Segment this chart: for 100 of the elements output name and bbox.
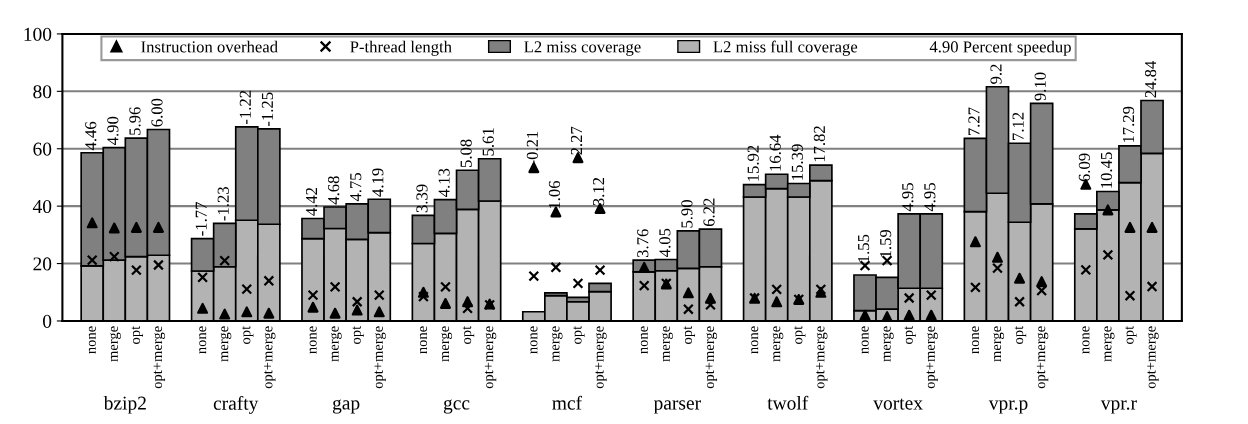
annotation: 1.06 — [548, 180, 561, 209]
text: twolf — [767, 395, 809, 410]
y-tick-label: 40 — [32, 199, 52, 214]
annotation: 15.39 — [791, 144, 804, 180]
annotation: 5.90 — [681, 200, 693, 228]
annotation: 24.84 — [1144, 60, 1157, 98]
y-tick-label: 0 — [43, 314, 52, 328]
x-tick-label: merge — [220, 326, 232, 362]
x-tick-label: none — [751, 326, 759, 354]
annotation: 4.46 — [85, 121, 97, 151]
x-tick-label: opt+merge — [374, 326, 386, 389]
x-tick-label: opt — [352, 325, 364, 344]
annotation: 16.64 — [769, 134, 781, 171]
annotation: 5.08 — [460, 139, 472, 167]
x-tick-label: merge — [331, 326, 342, 362]
annotation: 2.27 — [570, 126, 583, 155]
x-tick-label: opt — [683, 325, 695, 344]
text: gcc — [443, 399, 470, 414]
annotation: 4.75 — [350, 173, 362, 202]
annotation: 9.2 — [990, 64, 1002, 84]
annotation: 4.19 — [372, 168, 384, 197]
x-tick-label: opt+merge — [926, 326, 938, 389]
annotation: -1.22 — [239, 90, 252, 125]
annotation: 4.68 — [328, 176, 340, 205]
y-tick-label: 60 — [33, 142, 52, 156]
x-tick-label: opt+merge — [816, 326, 828, 389]
annotation: -1.23 — [217, 187, 229, 221]
annotation: 15.92 — [747, 145, 759, 181]
x-tick-label: opt+merge — [705, 326, 718, 389]
annotation: 7.12 — [1012, 112, 1024, 140]
text: gap — [332, 399, 360, 414]
annotation: 3.76 — [637, 229, 649, 258]
annotation: 4.95 — [902, 183, 914, 212]
x-tick-label: opt — [1125, 325, 1137, 344]
x-tick-label: opt — [904, 325, 916, 344]
x-tick-label: opt — [573, 325, 585, 344]
legend-label: Instruction overhead — [141, 40, 278, 53]
legend-label: L2 miss full coverage — [713, 40, 858, 56]
annotation: 17.82 — [813, 126, 826, 162]
annotation: -0.21 — [526, 131, 539, 165]
x-tick-label: none — [530, 326, 538, 354]
annotation: 10.45 — [1100, 152, 1113, 188]
x-tick-label: merge — [551, 326, 563, 362]
text: vpr.r — [1100, 400, 1137, 414]
text: vpr.p — [988, 400, 1028, 414]
x-tick-label: none — [309, 326, 317, 354]
legend-label: P-thread length — [350, 40, 452, 56]
annotation: 4.13 — [438, 168, 450, 197]
text: crafty — [213, 395, 259, 414]
x-tick-label: none — [420, 326, 428, 354]
annotation: 5.96 — [129, 107, 141, 135]
annotation: 4.90 — [107, 116, 119, 145]
x-tick-label: none — [199, 326, 207, 354]
annotation: 4.42 — [305, 187, 318, 216]
annotation: 4.05 — [659, 228, 671, 257]
x-tick-label: opt — [462, 325, 475, 344]
x-tick-label: opt+merge — [484, 326, 497, 389]
annotation: 17.29 — [1122, 106, 1135, 143]
text: mcf — [552, 395, 583, 410]
x-tick-label: merge — [662, 326, 673, 362]
annotation: 1.59 — [880, 229, 892, 257]
annotation: 1.55 — [858, 234, 870, 262]
x-tick-label: opt+merge — [595, 326, 607, 389]
x-tick-label: opt — [131, 325, 143, 344]
y-tick-label: 100 — [24, 27, 52, 41]
annotation: 6.09 — [1078, 153, 1091, 182]
text: parser — [653, 400, 701, 414]
text: bzip2 — [103, 395, 146, 414]
annotation: 9.10 — [1034, 72, 1046, 101]
annotation: -1.77 — [195, 202, 207, 236]
annotation: 6.00 — [151, 98, 163, 127]
x-tick-label: merge — [772, 326, 784, 362]
annotation: 3.12 — [593, 177, 605, 206]
y-tick-label: 20 — [33, 257, 52, 271]
annotation: 4.95 — [924, 183, 936, 212]
x-tick-label: none — [1082, 326, 1090, 354]
x-tick-label: merge — [441, 326, 453, 362]
x-tick-label: opt+merge — [1036, 326, 1049, 389]
annotation: 7.27 — [968, 107, 980, 136]
y-tick-label: 80 — [33, 85, 52, 99]
x-tick-label: merge — [883, 326, 894, 362]
x-tick-label: opt+merge — [1147, 326, 1159, 389]
x-tick-label: merge — [110, 326, 121, 362]
annotation: -1.25 — [261, 92, 274, 127]
x-tick-label: none — [861, 326, 869, 354]
text: vortex — [873, 398, 923, 410]
x-tick-label: opt+merge — [264, 326, 276, 389]
x-tick-label: none — [640, 326, 648, 354]
x-tick-label: opt — [1014, 325, 1027, 344]
legend-label: L2 miss coverage — [524, 41, 641, 56]
x-tick-label: opt — [794, 325, 806, 344]
x-tick-label: opt+merge — [153, 326, 166, 389]
annotation: 5.61 — [482, 128, 494, 156]
x-tick-label: merge — [993, 326, 1005, 362]
annotation: 4.90 Percent speedup — [929, 40, 1071, 56]
x-tick-label: merge — [1103, 326, 1115, 362]
x-tick-label: none — [88, 326, 96, 354]
annotation: 3.39 — [416, 184, 428, 213]
annotation: 6.22 — [703, 198, 715, 227]
x-tick-label: none — [972, 326, 980, 354]
